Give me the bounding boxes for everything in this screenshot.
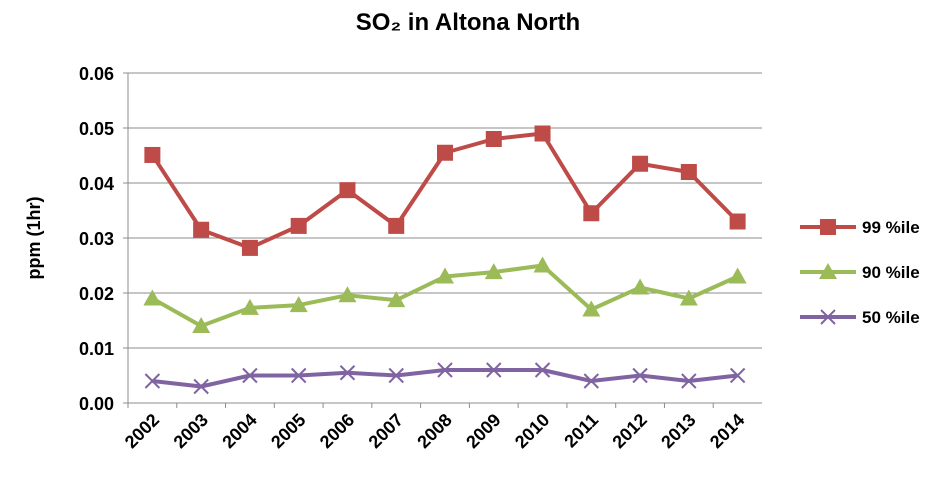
marker bbox=[436, 267, 454, 284]
x-tick-label: 2009 bbox=[462, 410, 504, 452]
marker bbox=[729, 213, 746, 230]
x-tick-label: 2005 bbox=[267, 410, 309, 452]
legend-label: 90 %ile bbox=[862, 263, 920, 282]
marker bbox=[193, 221, 210, 238]
marker bbox=[583, 373, 600, 389]
marker bbox=[819, 263, 837, 279]
marker bbox=[632, 367, 648, 384]
marker bbox=[820, 309, 836, 325]
y-tick-label: 0.05 bbox=[79, 119, 114, 139]
marker bbox=[437, 144, 453, 161]
y-tick-label: 0.06 bbox=[79, 64, 114, 84]
marker bbox=[192, 317, 211, 333]
x-tick-label: 2003 bbox=[170, 410, 212, 452]
y-tick-label: 0.01 bbox=[79, 339, 114, 359]
marker bbox=[144, 146, 161, 163]
marker bbox=[290, 367, 307, 384]
marker bbox=[240, 298, 259, 315]
marker bbox=[289, 296, 308, 313]
x-tick-label: 2010 bbox=[511, 410, 553, 452]
marker bbox=[534, 362, 551, 378]
x-tick-label: 2014 bbox=[706, 410, 748, 452]
marker bbox=[486, 362, 502, 378]
marker bbox=[193, 378, 209, 395]
marker bbox=[583, 205, 600, 222]
marker bbox=[631, 278, 650, 295]
marker bbox=[632, 155, 649, 172]
marker bbox=[820, 219, 836, 235]
marker bbox=[388, 367, 404, 384]
y-tick-label: 0.00 bbox=[79, 394, 114, 414]
marker bbox=[533, 256, 552, 273]
x-tick-label: 2004 bbox=[218, 410, 260, 452]
marker bbox=[681, 373, 697, 389]
marker bbox=[143, 289, 162, 306]
x-tick-label: 2002 bbox=[121, 410, 163, 452]
y-tick-label: 0.02 bbox=[79, 284, 114, 304]
legend-label: 99 %ile bbox=[862, 218, 920, 237]
marker bbox=[241, 239, 258, 256]
y-tick-label: 0.03 bbox=[79, 229, 114, 249]
x-tick-label: 2013 bbox=[657, 410, 699, 452]
marker bbox=[242, 367, 258, 384]
marker bbox=[679, 289, 698, 306]
x-tick-label: 2008 bbox=[413, 410, 455, 452]
marker bbox=[437, 362, 453, 378]
chart-title: SO₂ in Altona North bbox=[356, 9, 580, 36]
marker bbox=[387, 291, 406, 308]
marker bbox=[484, 263, 503, 280]
marker bbox=[144, 373, 161, 389]
x-tick-label: 2012 bbox=[608, 410, 650, 452]
x-tick-label: 2011 bbox=[560, 410, 602, 452]
x-tick-label: 2007 bbox=[365, 410, 407, 452]
marker bbox=[485, 131, 502, 147]
marker bbox=[339, 182, 356, 199]
marker bbox=[290, 217, 307, 234]
y-tick-label: 0.04 bbox=[79, 174, 114, 194]
marker bbox=[534, 125, 551, 142]
marker bbox=[338, 286, 357, 303]
series-line bbox=[152, 368, 738, 389]
y-axis-label: ppm (1hr) bbox=[24, 196, 44, 279]
marker bbox=[728, 267, 747, 284]
marker bbox=[680, 164, 697, 180]
marker bbox=[729, 367, 746, 384]
legend-label: 50 %ile bbox=[862, 308, 920, 327]
marker bbox=[388, 217, 405, 234]
marker bbox=[582, 300, 601, 317]
marker bbox=[339, 365, 356, 381]
x-tick-label: 2006 bbox=[316, 410, 358, 452]
